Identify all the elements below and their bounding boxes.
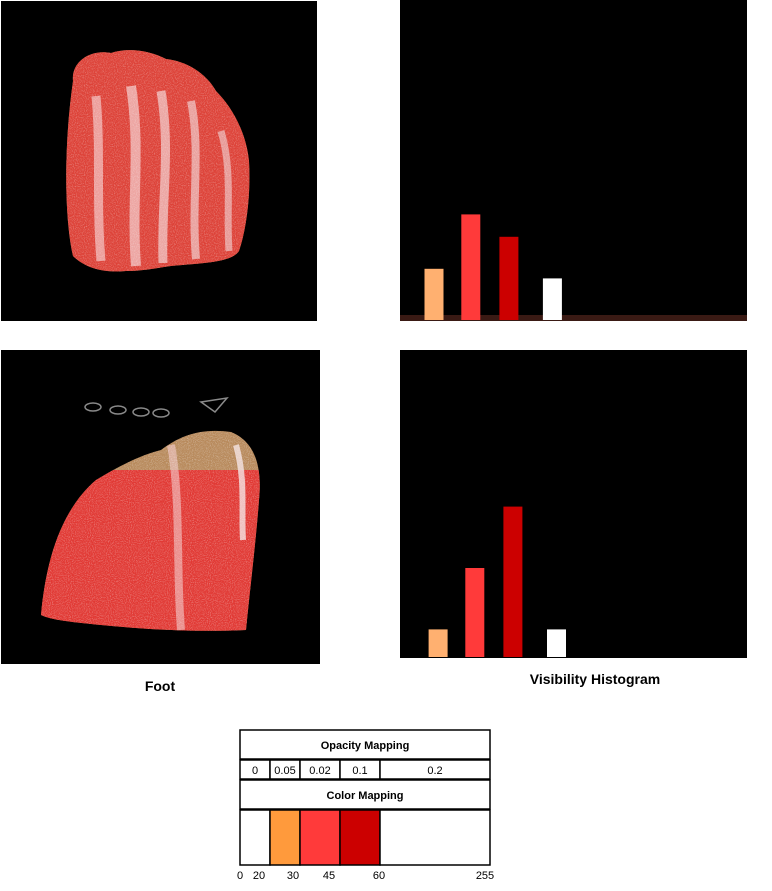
tick-label-3: 30 (287, 870, 299, 882)
tick-label-2: 20 (253, 870, 265, 882)
histogram-bottom-bar-2 (465, 568, 485, 657)
caption-visibility-histogram: Visibility Histogram (529, 671, 661, 687)
histogram-bottom-bar-1 (428, 629, 448, 657)
color-cell-5 (379, 809, 491, 866)
histogram-top-bar-3 (499, 236, 519, 320)
histogram-top-baseline (400, 315, 747, 321)
opacity-value-4: 0.1 (352, 765, 367, 777)
color-cell-4 (339, 809, 381, 866)
tick-label-5: 60 (373, 870, 385, 882)
histogram-top-plot (400, 214, 747, 321)
histogram-top-bar-4 (542, 278, 562, 320)
foot-top-image (66, 50, 250, 272)
tick-label-4: 45 (323, 870, 335, 882)
tick-label-6: 255 (476, 870, 494, 882)
histogram-bottom-bar-3 (503, 506, 523, 657)
histogram-top-bar-2 (461, 214, 481, 320)
opacity-mapping-header (239, 729, 491, 760)
color-cell-3 (299, 809, 341, 866)
tick-label-1: 0 (237, 870, 243, 882)
histogram-top-bar-1 (424, 268, 444, 320)
opacity-value-5: 0.2 (427, 765, 442, 777)
color-cell-1 (239, 809, 271, 866)
foot-render-bottom (1, 350, 320, 664)
color-mapping-header (239, 779, 491, 810)
histogram-bottom-plot (428, 506, 566, 657)
opacity-cell-5 (379, 759, 491, 780)
histogram-bottom-bar-4 (547, 629, 566, 657)
opacity-value-3: 0.02 (309, 765, 330, 777)
opacity-mapping-title: Opacity Mapping (321, 740, 410, 752)
histogram-bottom (400, 350, 747, 658)
histogram-top (400, 0, 747, 321)
color-cell-2 (269, 809, 301, 866)
caption-foot: Foot (144, 678, 176, 694)
foot-bottom-image (41, 396, 260, 631)
transfer-function-table: Opacity Mapping 0 0.05 0.02 0.1 0.2 Color Ma… (237, 729, 494, 882)
color-mapping-title: Color Mapping (327, 790, 404, 802)
opacity-value-1: 0 (252, 765, 258, 777)
foot-render-top (1, 1, 317, 321)
opacity-value-2: 0.05 (274, 765, 295, 777)
